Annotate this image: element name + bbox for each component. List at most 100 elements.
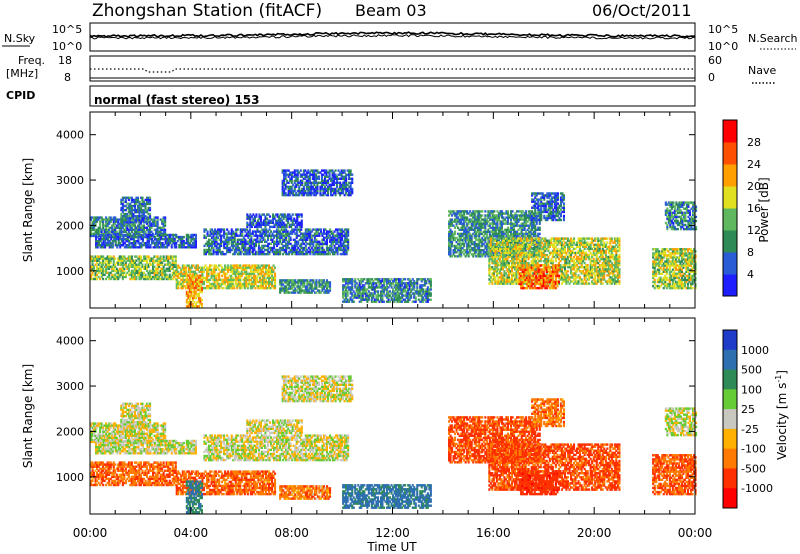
echo-cell bbox=[225, 266, 228, 269]
echo-cell bbox=[254, 268, 257, 271]
echo-cell bbox=[125, 233, 128, 237]
echo-cell bbox=[151, 233, 154, 237]
echo-cell bbox=[126, 217, 129, 220]
echo-cell bbox=[196, 288, 199, 292]
echo-cell bbox=[172, 237, 175, 241]
echo-cell bbox=[150, 277, 153, 281]
echo-cell bbox=[246, 264, 249, 267]
echo-cell bbox=[274, 280, 277, 284]
echo-cell bbox=[188, 296, 191, 300]
echo-cell bbox=[221, 278, 224, 282]
echo-cell bbox=[190, 264, 193, 267]
echo-cell bbox=[199, 298, 202, 302]
echo-cell bbox=[111, 246, 114, 249]
echo-cell bbox=[129, 226, 132, 229]
echo-cell bbox=[261, 276, 264, 280]
echo-cell bbox=[159, 257, 162, 260]
echo-cell bbox=[133, 255, 136, 258]
echo-cell bbox=[142, 221, 145, 224]
echo-cell bbox=[157, 233, 160, 237]
echo-cell bbox=[164, 224, 167, 227]
echo-cell bbox=[102, 242, 105, 245]
echo-cell bbox=[181, 286, 184, 290]
echo-cell bbox=[251, 276, 254, 280]
echo-cell bbox=[162, 222, 165, 225]
echo-cell bbox=[224, 252, 227, 256]
freq-label-1: Freq. bbox=[18, 54, 45, 67]
echo-cell bbox=[136, 273, 139, 277]
echo-cell bbox=[254, 278, 257, 282]
echo-cell bbox=[147, 206, 150, 210]
echo-cell bbox=[118, 267, 121, 270]
echo-cell bbox=[289, 238, 292, 241]
echo-cell bbox=[153, 220, 156, 223]
echo-cell bbox=[132, 277, 135, 281]
echo-cell bbox=[190, 288, 193, 292]
echo-cell bbox=[180, 270, 183, 273]
echo-cell bbox=[212, 284, 215, 288]
echo-cell bbox=[187, 282, 190, 285]
echo-cell bbox=[185, 290, 188, 294]
echo-cell bbox=[162, 267, 165, 270]
echo-cell bbox=[94, 255, 97, 258]
echo-cell bbox=[200, 278, 203, 281]
echo-cell bbox=[300, 221, 303, 224]
echo-cell bbox=[207, 274, 210, 278]
echo-cell bbox=[250, 238, 253, 241]
echo-cell bbox=[106, 265, 109, 268]
echo-cell bbox=[157, 239, 160, 243]
echo-cell bbox=[94, 273, 97, 277]
echo-cell bbox=[122, 242, 125, 245]
echo-cell bbox=[117, 261, 120, 264]
echo-cell bbox=[129, 277, 132, 281]
echo-cell bbox=[157, 246, 160, 249]
echo-cell bbox=[132, 246, 135, 249]
echo-cell bbox=[253, 248, 256, 252]
echo-cell bbox=[291, 252, 294, 256]
echo-cell bbox=[102, 226, 105, 229]
echo-cell bbox=[235, 248, 238, 252]
echo-cell bbox=[129, 202, 132, 206]
echo-cell bbox=[128, 246, 131, 249]
echo-cell bbox=[259, 225, 262, 229]
echo-cell bbox=[142, 226, 145, 229]
echo-cell bbox=[99, 257, 102, 260]
echo-cell bbox=[108, 257, 111, 260]
echo-cell bbox=[170, 255, 173, 258]
echo-cell bbox=[139, 215, 142, 218]
echo-cell bbox=[173, 273, 176, 277]
echo-cell bbox=[106, 222, 109, 225]
nsky-trace bbox=[89, 31, 696, 38]
echo-cell bbox=[251, 230, 254, 233]
echo-cell bbox=[146, 269, 149, 273]
echo-cell bbox=[146, 246, 149, 249]
echo-cell bbox=[149, 200, 152, 204]
echo-cell bbox=[155, 222, 158, 225]
echo-cell bbox=[194, 237, 197, 241]
echo-cell bbox=[118, 259, 121, 262]
echo-cell bbox=[212, 236, 215, 239]
echo-cell bbox=[114, 265, 117, 268]
echo-cell bbox=[167, 257, 170, 260]
echo-cell bbox=[238, 252, 241, 256]
echo-cell bbox=[123, 215, 126, 218]
echo-cell bbox=[219, 278, 222, 282]
echo-cell bbox=[194, 292, 197, 296]
echo-cell bbox=[118, 257, 121, 260]
echo-cell bbox=[194, 246, 197, 249]
echo-cell bbox=[238, 234, 241, 237]
echo-cell bbox=[135, 202, 138, 206]
echo-cell bbox=[123, 230, 126, 233]
echo-cell bbox=[141, 263, 144, 266]
echo-cell bbox=[201, 282, 204, 286]
echo-cell bbox=[135, 255, 138, 258]
echo-cell bbox=[146, 244, 149, 247]
echo-cell bbox=[221, 266, 224, 269]
echo-cell bbox=[143, 244, 146, 247]
echo-cell bbox=[121, 263, 124, 266]
echo-cell bbox=[159, 226, 162, 229]
echo-cell bbox=[163, 244, 166, 247]
echo-cell bbox=[120, 224, 123, 227]
echo-cell bbox=[157, 244, 160, 247]
echo-cell bbox=[159, 255, 162, 258]
